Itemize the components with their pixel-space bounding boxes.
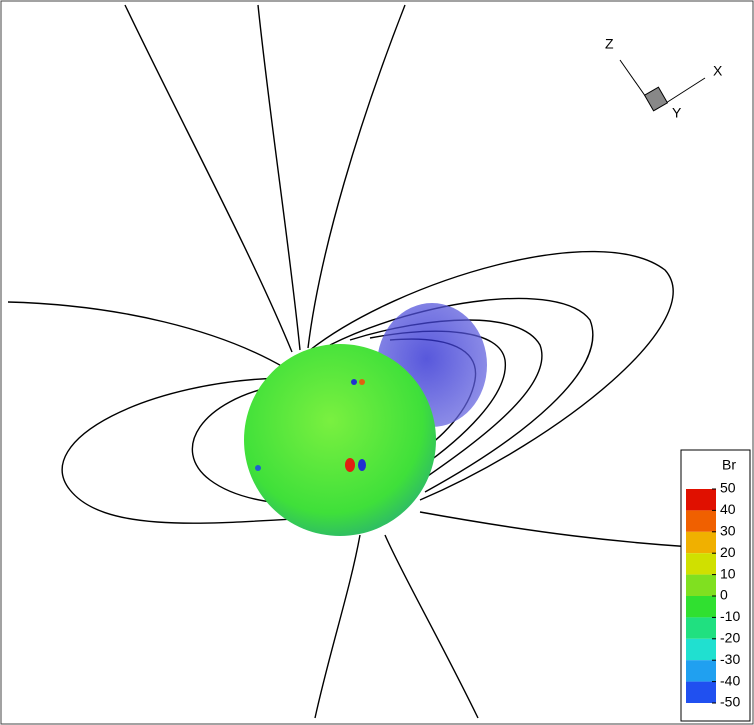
color-band [686,531,716,554]
tick-label: 20 [720,544,736,560]
tick-label: -50 [720,694,740,710]
axis-label: Y [672,105,682,121]
axis-label: Z [605,36,614,52]
color-legend: Br 50 40 30 20 10 0 -10 -20 -30 -40 -50 [680,449,751,722]
tick-label: 10 [720,565,736,581]
tick-label: -40 [720,672,740,688]
tick-label: -30 [720,651,740,667]
color-band [686,638,716,661]
color-band [686,489,716,511]
tick-label: 0 [720,587,728,603]
color-band [686,510,716,532]
axis-label: X [713,63,723,79]
tick-label: -20 [720,630,740,646]
color-band [686,574,716,596]
color-band [686,681,716,703]
color-band [686,553,716,575]
sphere [244,344,436,536]
color-band [686,596,716,618]
tick-label: 30 [720,523,736,539]
color-band [686,617,716,639]
axes-triad: Z X Y [605,36,723,121]
tick-label: 40 [720,501,736,517]
legend-title: Br [722,457,736,473]
tick-label: -10 [720,608,740,624]
color-band [686,660,716,682]
tick-label: 50 [720,480,736,496]
